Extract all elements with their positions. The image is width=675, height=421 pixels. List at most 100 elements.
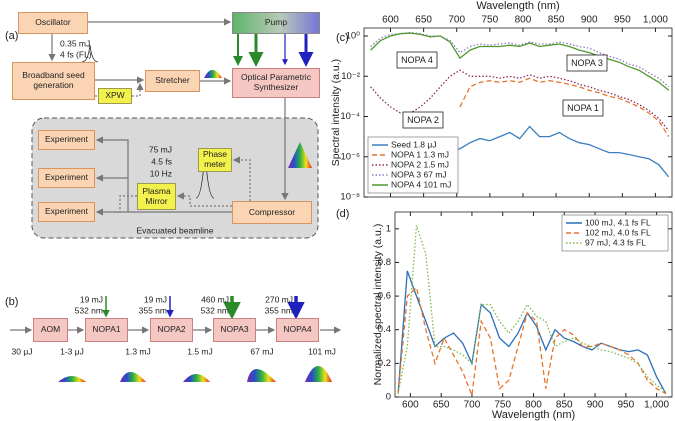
- y-tick-label: 10⁻⁸: [340, 192, 360, 203]
- diagram-node: Plasma Mirror: [137, 183, 176, 210]
- diagram-node: Optical Parametric Synthesizer: [232, 68, 320, 98]
- pump-wavelength: 532 nm: [75, 305, 103, 315]
- x-tick-label: 650: [415, 15, 432, 26]
- diagram-annotation: 4.5 fs: [151, 156, 172, 166]
- y-tick-label: 10⁻²: [341, 71, 360, 82]
- diagram-annotation: 4 fs (FL): [60, 49, 92, 59]
- pump-energy: 270 mJ: [265, 294, 293, 304]
- diagram-annotation: 0.35 mJ: [60, 38, 90, 48]
- annotation-box: [396, 51, 438, 69]
- diagram-node: Broadband seed generation: [12, 62, 95, 100]
- panel-label: (d): [336, 208, 349, 220]
- y-axis-title: Normalized spectral intensity (a.u.): [372, 224, 384, 386]
- x-tick-label: 700: [448, 15, 465, 26]
- diagram-annotation: 75 mJ: [149, 144, 172, 154]
- y-tick-label: 0.6: [378, 291, 391, 302]
- legend-label: 100 mJ, 4.1 fs FL: [585, 217, 651, 227]
- legend-label: NOPA 1 1.3 mJ: [391, 149, 449, 159]
- y-tick-label: 0.2: [378, 358, 391, 369]
- diagram-node: XPW: [98, 88, 132, 104]
- y-axis-title: Spectral intensity (a.u.): [330, 59, 342, 166]
- series-line: [370, 31, 670, 88]
- pump-energy: 19 mJ: [80, 294, 103, 304]
- annotation-box: [402, 111, 444, 129]
- y-tick-label: 1: [386, 223, 391, 234]
- x-tick-label: 850: [548, 15, 565, 26]
- stage-energy: 1.5 mJ: [187, 346, 213, 356]
- x-tick-label: 950: [617, 400, 634, 411]
- diagram-node: Phase meter: [198, 148, 232, 172]
- diagram-annotation: Evacuated beamline: [136, 225, 213, 235]
- x-tick-label: 950: [614, 15, 631, 26]
- x-tick-label: 1,000: [643, 15, 668, 26]
- diagram-a-arrows: [48, 18, 289, 216]
- series-line: [397, 286, 667, 396]
- annotation-box: [566, 54, 608, 72]
- annotation: NOPA 2: [407, 115, 439, 125]
- panel-label: (b): [5, 296, 18, 308]
- y-tick-label: 10⁰: [346, 31, 361, 42]
- stage-energy: 67 mJ: [250, 346, 273, 356]
- x-tick-label: 1,000: [644, 400, 669, 411]
- x-tick-label: 600: [382, 15, 399, 26]
- legend-label: Seed 1.8 μJ: [391, 139, 437, 149]
- x-tick-label: 800: [525, 400, 542, 411]
- nopa-node: NOPA3: [213, 318, 256, 342]
- x-tick-label: 750: [482, 15, 499, 26]
- legend-label: 102 mJ, 4.0 fs FL: [585, 227, 651, 237]
- legend-label: NOPA 3 67 mJ: [391, 169, 447, 179]
- pump-wavelength: 355 nm: [265, 305, 293, 315]
- pump-wavelength: 532 nm: [201, 305, 229, 315]
- x-tick-label: 650: [433, 400, 450, 411]
- nopa-node: NOPA2: [150, 318, 193, 342]
- diagram-node: Oscillator: [18, 12, 88, 34]
- y-tick-label: 0: [386, 392, 391, 403]
- annotation: NOPA 1: [567, 103, 599, 113]
- spectra-icons: [58, 366, 332, 382]
- stage-energy: 30 μJ: [12, 346, 33, 356]
- pump-wavelength: 355 nm: [139, 305, 167, 315]
- legend-box: [561, 214, 669, 252]
- x-tick-label: 600: [402, 400, 419, 411]
- x-tick-label: 750: [494, 400, 511, 411]
- nopa-node: AOM: [33, 318, 68, 342]
- legend-label: NOPA 2 1.5 mJ: [391, 159, 449, 169]
- diagram-node: Stretcher: [145, 70, 200, 92]
- stage-energy: 1.3 mJ: [125, 346, 151, 356]
- legend-label: 97 mJ, 4.3 fs FL: [585, 237, 646, 247]
- x-tick-label: 900: [587, 400, 604, 411]
- x-axis-title: Wavelength (nm): [492, 409, 575, 421]
- pump-energy: 460 mJ: [201, 294, 229, 304]
- x-tick-label: 850: [556, 400, 573, 411]
- pump-energy: 19 mJ: [144, 294, 167, 304]
- series-line: [459, 77, 670, 137]
- y-tick-label: 10⁻⁴: [340, 111, 360, 122]
- legend-label: NOPA 4 101 mJ: [391, 179, 451, 189]
- annotation: NOPA 3: [571, 58, 603, 68]
- nopa-node: NOPA1: [85, 318, 128, 342]
- diagram-node: Compressor: [232, 201, 312, 224]
- diagram-node: Experiment: [38, 168, 95, 188]
- diagram-node: Experiment: [38, 202, 95, 222]
- nopa-node: NOPA4: [276, 318, 319, 342]
- diagram-node: Experiment: [38, 130, 95, 150]
- annotation: NOPA 4: [401, 55, 433, 65]
- x-axis-title: Wavelength (nm): [476, 0, 559, 12]
- stage-energy: 1-3 μJ: [60, 346, 84, 356]
- series-line: [397, 225, 667, 394]
- panel-label: (c): [336, 32, 349, 44]
- series-line: [370, 32, 670, 91]
- stage-energy: 101 mJ: [308, 346, 336, 356]
- diagram-node: Pump: [232, 12, 320, 34]
- x-tick-label: 900: [581, 15, 598, 26]
- x-tick-label: 800: [515, 15, 532, 26]
- annotation-box: [562, 99, 604, 117]
- y-tick-label: 0.8: [378, 257, 391, 268]
- y-tick-label: 0.4: [378, 324, 391, 335]
- panel-label: (a): [5, 30, 18, 42]
- x-tick-label: 700: [464, 400, 481, 411]
- diagram-annotation: 10 Hz: [150, 168, 172, 178]
- y-tick-label: 10⁻⁶: [341, 151, 361, 162]
